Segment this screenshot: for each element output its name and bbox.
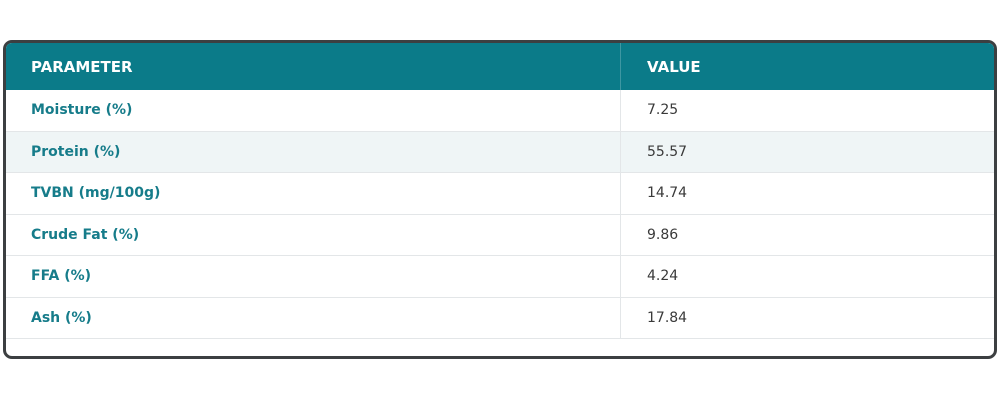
table-row: Moisture (%) 7.25 — [6, 90, 994, 132]
table-row: FFA (%) 4.24 — [6, 256, 994, 298]
header-cell: VALUE — [647, 57, 701, 76]
table-body: Moisture (%) 7.25 Protein (%) 55.57 TVBN (mg… — [6, 90, 994, 339]
table: PARAMETER VALUE Moisture (%) 7.25 Protein … — [3, 40, 997, 359]
value-cell: 7.25 — [647, 102, 679, 119]
value-cell: 17.84 — [647, 309, 688, 326]
header-row: PARAMETER VALUE — [6, 43, 994, 90]
value-cell: 14.74 — [647, 185, 688, 202]
parameter-cell: Crude Fat (%) — [6, 214, 621, 255]
value-cell: 55.57 — [647, 143, 688, 160]
parameter-cell: FFA (%) — [6, 256, 621, 297]
header-cell: PARAMETER — [6, 43, 621, 90]
table-row: TVBN (mg/100g) 14.74 — [6, 173, 994, 215]
table-row: Ash (%) 17.84 — [6, 297, 994, 339]
table-row: Crude Fat (%) 9.86 — [6, 214, 994, 256]
parameter-cell: Moisture (%) — [6, 90, 621, 131]
value-cell: 9.86 — [647, 226, 679, 243]
parameter-cell: Ash (%) — [6, 297, 621, 338]
parameter-cell: TVBN (mg/100g) — [6, 173, 621, 214]
table-row: Protein (%) 55.57 — [6, 131, 994, 173]
value-cell: 4.24 — [647, 268, 679, 285]
parameter-cell: Protein (%) — [6, 131, 621, 172]
